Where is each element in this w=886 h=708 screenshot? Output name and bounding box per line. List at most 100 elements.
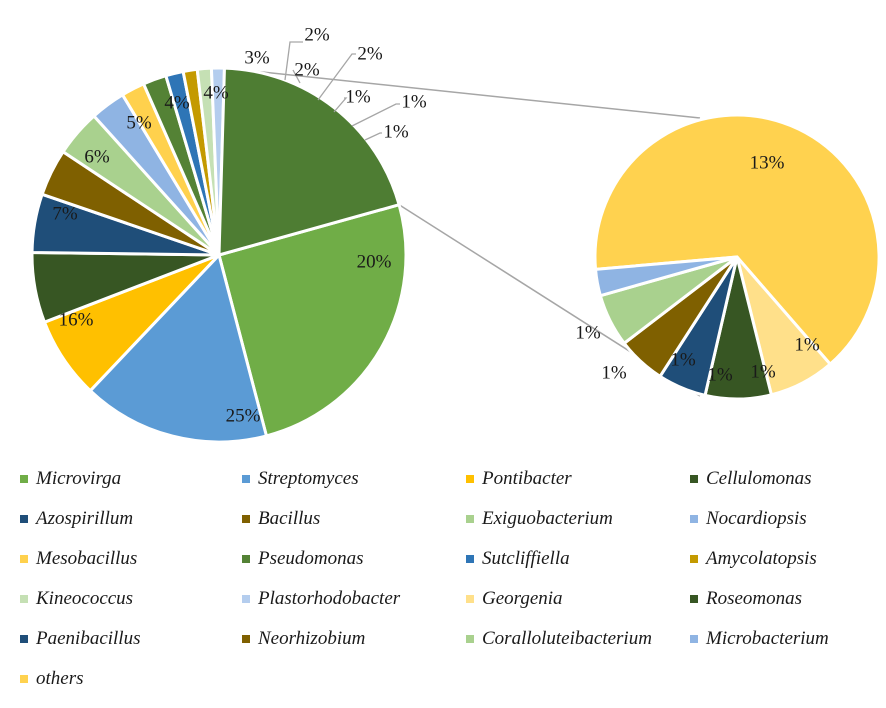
legend-item-neorhizobium: Neorhizobium <box>242 626 365 652</box>
legend-label: Bacillus <box>258 508 321 529</box>
legend-swatch <box>466 635 474 643</box>
legend-label: Coralloluteibacterium <box>482 628 652 649</box>
legend-label: others <box>36 668 84 689</box>
legend-label: Nocardiopsis <box>706 508 807 529</box>
legend-item-others: others <box>20 666 84 692</box>
legend-swatch <box>466 555 474 563</box>
legend-item-mesobacillus: Mesobacillus <box>20 546 137 572</box>
legend-item-cellulomonas: Cellulomonas <box>690 466 812 492</box>
legend-swatch <box>466 595 474 603</box>
legend-item-amycolatopsis: Amycolatopsis <box>690 546 817 572</box>
legend-label: Pseudomonas <box>258 548 364 569</box>
legend-item-kineococcus: Kineococcus <box>20 586 133 612</box>
slice-other <box>217 66 401 257</box>
legend-swatch <box>242 515 250 523</box>
legend-label: Plastorhodobacter <box>258 588 401 609</box>
legend-swatch <box>466 475 474 483</box>
leader-line-plastorhodobacter <box>364 132 382 141</box>
secondary-pie-labels: 13%1%1%1%1%1%1% <box>575 153 820 386</box>
legend-item-georgenia: Georgenia <box>466 586 563 612</box>
connector-line-top <box>224 67 701 119</box>
legend-item-nocardiopsis: Nocardiopsis <box>690 506 807 532</box>
legend-item-plastorhodobacter: Plastorhodobacter <box>242 586 400 612</box>
secondary-data-label-microbacterium: 1% <box>575 323 601 344</box>
legend-item-bacillus: Bacillus <box>242 506 320 532</box>
data-label-nocardiopsis: 3% <box>244 48 270 69</box>
legend-item-coralloluteibacterium: Coralloluteibacterium <box>466 626 652 652</box>
data-label-bacillus: 4% <box>164 93 190 114</box>
slice-microvirga <box>217 203 408 438</box>
legend-item-paenibacillus: Paenibacillus <box>20 626 140 652</box>
data-label-azospirillum: 5% <box>126 113 152 134</box>
data-label-other: 20% <box>357 252 392 273</box>
secondary-data-label-georgenia: 1% <box>794 335 820 356</box>
legend-swatch <box>20 635 28 643</box>
main-pie-labels: 25% 16% 7% 6% 5% 4% 4% 3% 2% 2% 2% 1% 1% 1% 20% <box>52 25 427 427</box>
leader-line-sutcliffiella <box>317 53 356 101</box>
secondary-data-label-neorhizobium: 1% <box>670 350 696 371</box>
legend-item-pontibacter: Pontibacter <box>466 466 572 492</box>
secondary-data-label-coralloluteibacterium: 1% <box>601 363 627 384</box>
legend-swatch <box>466 515 474 523</box>
legend-label: Azospirillum <box>36 508 134 529</box>
data-label-mesobacillus: 2% <box>304 25 330 46</box>
legend-swatch <box>242 555 250 563</box>
legend-label: Cellulomonas <box>706 468 812 489</box>
legend-label: Kineococcus <box>36 588 134 609</box>
legend-item-roseomonas: Roseomonas <box>690 586 802 612</box>
legend-swatch <box>690 555 698 563</box>
legend-swatch <box>690 635 698 643</box>
secondary-slice-microbacterium <box>594 255 739 298</box>
legend-item-streptomyces: Streptomyces <box>242 466 359 492</box>
legend-swatch <box>242 635 250 643</box>
legend-label: Microvirga <box>36 468 122 489</box>
data-label-microvirga: 25% <box>226 406 261 427</box>
data-label-exiguobacterium: 4% <box>203 83 229 104</box>
secondary-slice-others <box>593 113 881 366</box>
legend-item-azospirillum: Azospirillum <box>20 506 133 532</box>
legend-label: Roseomonas <box>706 588 803 609</box>
legend-swatch <box>690 595 698 603</box>
slice-streptomyces <box>88 253 268 444</box>
legend-label: Microbacterium <box>706 628 829 649</box>
legend-label: Amycolatopsis <box>706 548 817 569</box>
legend-label: Exiguobacterium <box>482 508 613 529</box>
legend-label: Mesobacillus <box>36 548 138 569</box>
legend-swatch <box>20 595 28 603</box>
data-label-kineococcus: 1% <box>401 92 427 113</box>
legend-label: Georgenia <box>482 588 563 609</box>
legend-swatch <box>690 475 698 483</box>
data-label-sutcliffiella: 2% <box>357 44 383 65</box>
legend-label: Sutcliffiella <box>482 548 570 569</box>
legend-label: Paenibacillus <box>36 628 141 649</box>
legend-swatch <box>20 515 28 523</box>
leader-line-kineococcus <box>351 103 400 127</box>
legend-label: Neorhizobium <box>258 628 366 649</box>
leader-line-pseudomonas <box>292 69 301 84</box>
legend-swatch <box>20 675 28 683</box>
secondary-data-label-others: 13% <box>750 153 785 174</box>
secondary-data-label-roseomonas: 1% <box>750 362 776 383</box>
legend-item-pseudomonas: Pseudomonas <box>242 546 364 572</box>
secondary-pie <box>593 113 881 401</box>
data-label-plastorhodobacter: 1% <box>383 122 409 143</box>
data-label-pontibacter: 7% <box>52 204 78 225</box>
data-label-streptomyces: 16% <box>59 310 94 331</box>
legend-item-sutcliffiella: Sutcliffiella <box>466 546 570 572</box>
leader-line-amycolatopsis <box>333 97 348 113</box>
legend-item-microvirga: Microvirga <box>20 466 121 492</box>
legend-swatch <box>20 555 28 563</box>
legend-swatch <box>242 475 250 483</box>
legend-item-microbacterium: Microbacterium <box>690 626 829 652</box>
legend-label: Streptomyces <box>258 468 359 489</box>
pie-of-pie-chart: 25%16%7%6%5%4% 4%3%2%2%2%1% 1%1%20% 13%1%1… <box>30 25 881 444</box>
data-label-pseudomonas: 2% <box>294 60 320 81</box>
legend-item-exiguobacterium: Exiguobacterium <box>466 506 613 532</box>
data-label-cellulomonas: 6% <box>84 147 110 168</box>
secondary-data-label-paenibacillus: 1% <box>707 365 733 386</box>
main-pie <box>30 66 408 444</box>
legend-swatch <box>20 475 28 483</box>
data-label-amycolatopsis: 1% <box>345 87 371 108</box>
legend-swatch <box>690 515 698 523</box>
